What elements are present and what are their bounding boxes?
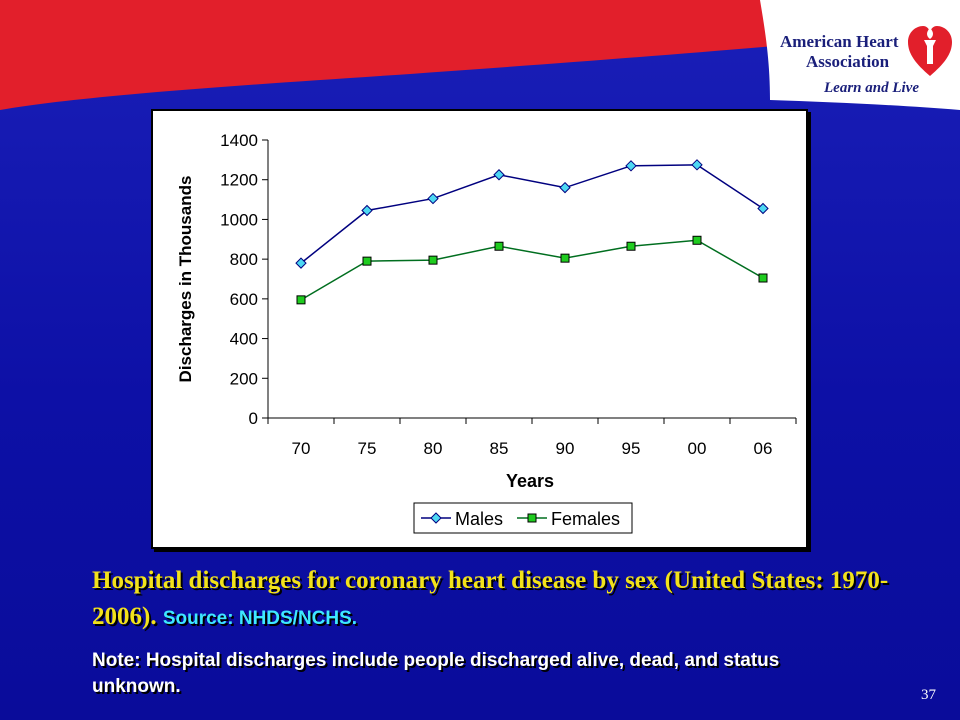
y-tick-label: 400 — [230, 330, 258, 349]
legend-marker-females — [527, 513, 537, 523]
y-tick-label: 1200 — [220, 171, 258, 190]
data-point-females — [560, 253, 570, 263]
chart: 0 200 400 600 800 1000 1200 1400 70 75 80 85 90 95 00… — [176, 131, 797, 534]
legend-label-males: Males — [455, 509, 503, 529]
logo-org-line2: Association — [806, 52, 890, 71]
data-point-males — [427, 192, 439, 205]
y-tick-label: 0 — [249, 409, 258, 428]
logo-org-line1: American Heart — [780, 32, 899, 51]
footnote: Note: Hospital discharges include people… — [92, 650, 780, 697]
caption-main: Hospital discharges for coronary heart d… — [92, 567, 889, 630]
y-tick-label: 600 — [230, 290, 258, 309]
data-point-males — [691, 159, 703, 171]
data-point-males — [361, 204, 373, 217]
data-point-males — [625, 160, 637, 172]
x-tick-label: 06 — [754, 439, 773, 458]
x-tick-group: 70 75 80 85 90 95 00 06 — [267, 418, 797, 458]
y-tick-group: 0 200 400 600 800 1000 1200 1400 — [220, 131, 268, 428]
data-point-males — [295, 257, 307, 269]
x-tick-label: 70 — [292, 439, 311, 458]
data-point-males — [559, 181, 571, 194]
data-point-females — [494, 241, 504, 251]
x-tick-label: 85 — [490, 439, 509, 458]
series-line-males — [300, 164, 764, 264]
y-tick-label: 800 — [230, 250, 258, 269]
aha-logo: American Heart Association Learn and Liv… — [780, 22, 960, 102]
data-point-females — [758, 273, 768, 283]
data-point-females — [692, 235, 702, 245]
y-tick-label: 1400 — [220, 131, 258, 150]
y-axis-label: Discharges in Thousands — [176, 176, 195, 383]
legend-label-females: Females — [551, 509, 620, 529]
data-point-females — [626, 241, 636, 251]
series-line-females — [300, 239, 764, 301]
data-point-males — [493, 169, 505, 181]
x-axis-label: Years — [506, 471, 554, 491]
x-tick-label: 90 — [556, 439, 575, 458]
chart-panel: 0 200 400 600 800 1000 1200 1400 70 75 80 85 90 95 00… — [151, 109, 808, 549]
logo-tagline: Learn and Live — [824, 80, 919, 96]
x-tick-label: 80 — [424, 439, 443, 458]
data-point-females — [296, 295, 306, 305]
x-tick-label: 75 — [358, 439, 377, 458]
y-tick-label: 1000 — [220, 210, 258, 229]
legend-marker-males — [430, 512, 442, 524]
data-point-females — [362, 256, 372, 266]
slide-caption: Hospital discharges for coronary heart d… — [92, 563, 892, 637]
legend: Males Females — [413, 502, 633, 534]
data-point-females — [428, 255, 438, 265]
header-banner — [0, 0, 960, 110]
series-layer — [295, 159, 769, 305]
heart-torch-icon — [908, 26, 952, 76]
x-tick-label: 00 — [688, 439, 707, 458]
caption-source: Source: NHDS/NCHS. — [162, 608, 358, 629]
data-point-males — [757, 202, 769, 215]
y-tick-label: 200 — [230, 369, 258, 388]
page-number: 37 — [921, 687, 936, 703]
x-tick-label: 95 — [622, 439, 641, 458]
